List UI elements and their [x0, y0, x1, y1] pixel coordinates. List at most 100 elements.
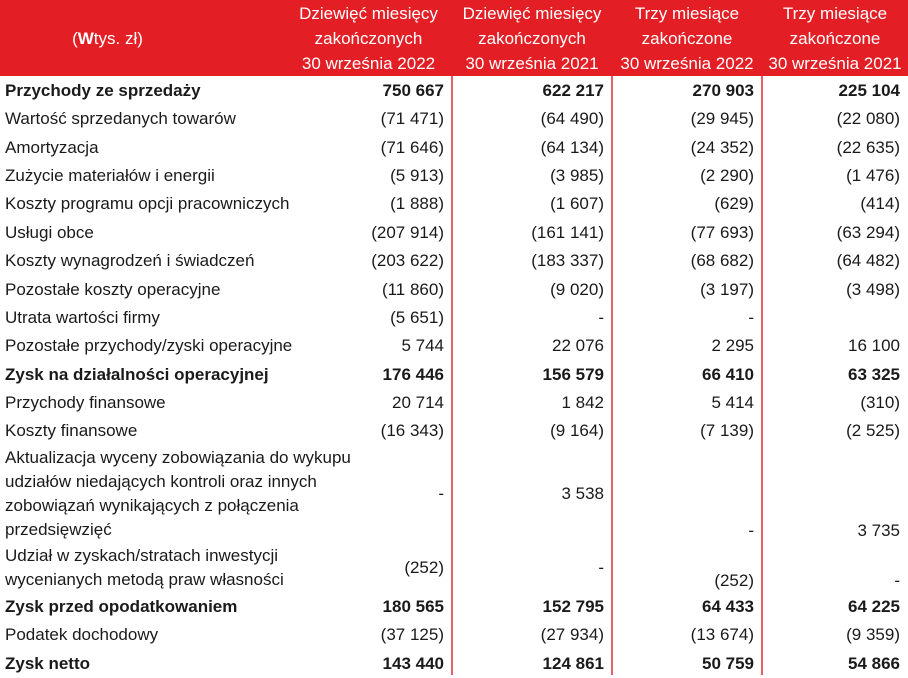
- value-cell: 152 795: [542, 596, 604, 616]
- value-cell: 176 446: [382, 364, 444, 384]
- row-label: Koszty wynagrodzeń i świadczeń: [5, 251, 255, 271]
- value-cell: 64 225: [848, 596, 900, 616]
- row-label: Udział w zyskach/stratach inwestycji wyc…: [5, 545, 284, 589]
- table-row: Przychody ze sprzedaży 750 667 622 217 270 …: [0, 76, 908, 105]
- value-cell: 54 866: [848, 653, 900, 673]
- value-cell: 64 433: [702, 596, 754, 616]
- column-header-9m-2021: Dziewięć miesięcy zakończonych 30 września…: [462, 3, 602, 73]
- column-divider: [451, 76, 453, 675]
- value-cell: (22 080): [836, 109, 900, 129]
- value-cell: (77 693): [690, 222, 754, 242]
- table-row: Koszty finansowe (16 343) (9 164) (7 139) (2…: [0, 417, 908, 445]
- value-cell: (5 913): [390, 165, 444, 185]
- column-header-9m-2022: Dziewięć miesięcy zakończonych 30 września…: [299, 3, 438, 73]
- row-label: Zysk przed opodatkowaniem: [5, 596, 238, 616]
- value-cell: (1 607): [550, 194, 604, 214]
- value-cell: (2 525): [846, 421, 900, 441]
- row-label: Zysk netto: [5, 653, 91, 673]
- value-cell: (63 294): [836, 222, 900, 242]
- value-cell: (1 476): [846, 165, 900, 185]
- value-cell: 3 735: [857, 520, 900, 540]
- value-cell: (7 139): [700, 421, 754, 441]
- value-cell: 66 410: [702, 364, 754, 384]
- row-label: Zysk na działalności operacyjnej: [5, 364, 269, 384]
- value-cell: (414): [860, 194, 900, 214]
- table-body: Przychody ze sprzedaży 750 667 622 217 270 …: [0, 76, 908, 678]
- row-label: Utrata wartości firmy: [5, 307, 160, 327]
- table-row: Zysk netto 143 440 124 861 50 759 54 866: [0, 649, 908, 677]
- table-row: Amortyzacja (71 646) (64 134) (24 352) (22 6…: [0, 133, 908, 161]
- value-cell: -: [748, 520, 754, 540]
- value-cell: 225 104: [838, 80, 900, 100]
- value-cell: (29 945): [690, 109, 754, 129]
- value-cell: -: [598, 557, 604, 577]
- value-cell: (71 646): [380, 137, 444, 157]
- value-cell: 3 538: [561, 484, 604, 504]
- column-divider: [761, 76, 763, 675]
- value-cell: 63 325: [848, 364, 900, 384]
- table-row: Usługi obce (207 914) (161 141) (77 693) (63…: [0, 219, 908, 247]
- value-cell: (161 141): [531, 222, 604, 242]
- value-cell: (13 674): [690, 625, 754, 645]
- table-row: Aktualizacja wyceny zobowiązania do wyku…: [0, 446, 908, 543]
- row-label: Zużycie materiałów i energii: [5, 165, 215, 185]
- value-cell: (16 343): [380, 421, 444, 441]
- table-row: Koszty wynagrodzeń i świadczeń (203 622) (…: [0, 247, 908, 275]
- value-cell: 50 759: [702, 653, 754, 673]
- value-cell: 750 667: [382, 80, 444, 100]
- column-divider: [611, 76, 613, 675]
- value-cell: (9 164): [550, 421, 604, 441]
- value-cell: (3 985): [550, 165, 604, 185]
- table-row: Udział w zyskach/stratach inwestycji wyc…: [0, 543, 908, 593]
- value-cell: 124 861: [542, 653, 604, 673]
- row-label: Aktualizacja wyceny zobowiązania do wyku…: [5, 448, 351, 540]
- value-cell: -: [748, 307, 754, 327]
- table-row: Pozostałe koszty operacyjne (11 860) (9 02…: [0, 275, 908, 303]
- value-cell: -: [598, 307, 604, 327]
- value-cell: (629): [714, 194, 754, 214]
- value-cell: 16 100: [848, 336, 900, 356]
- value-cell: (3 498): [846, 279, 900, 299]
- value-cell: (252): [404, 557, 444, 577]
- value-cell: -: [438, 484, 444, 504]
- value-cell: (64 490): [540, 109, 604, 129]
- row-label: Koszty programu opcji pracowniczych: [5, 194, 290, 214]
- value-cell: (310): [860, 393, 900, 413]
- table-row: Wartość sprzedanych towarów (71 471) (64 4…: [0, 105, 908, 133]
- value-cell: (252): [714, 570, 754, 590]
- value-cell: (27 934): [540, 625, 604, 645]
- value-cell: 156 579: [542, 364, 604, 384]
- row-label: Podatek dochodowy: [5, 625, 159, 645]
- value-cell: 20 714: [392, 393, 444, 413]
- table-header: (W tys. zł) Dziewięć miesięcy zakończonyc…: [0, 0, 908, 76]
- value-cell: (1 888): [390, 194, 444, 214]
- value-cell: (9 359): [846, 625, 900, 645]
- row-label: Amortyzacja: [5, 137, 99, 157]
- value-cell: (9 020): [550, 279, 604, 299]
- value-cell: (64 482): [836, 251, 900, 271]
- value-cell: (37 125): [380, 625, 444, 645]
- value-cell: (207 914): [371, 222, 444, 242]
- row-label: Pozostałe przychody/zyski operacyjne: [5, 336, 293, 356]
- value-cell: [762, 304, 908, 332]
- value-cell: (71 471): [380, 109, 444, 129]
- value-cell: (203 622): [371, 251, 444, 271]
- unit-label: (W tys. zł): [72, 28, 143, 48]
- table-row: Przychody finansowe 20 714 1 842 5 414 (310): [0, 389, 908, 417]
- value-cell: 180 565: [382, 596, 444, 616]
- value-cell: (64 134): [540, 137, 604, 157]
- table-row: Zysk przed opodatkowaniem 180 565 152 795 6…: [0, 593, 908, 621]
- row-label: Przychody finansowe: [5, 393, 166, 413]
- table-row: Utrata wartości firmy (5 651) - -: [0, 304, 908, 332]
- value-cell: 622 217: [542, 80, 604, 100]
- row-label: Wartość sprzedanych towarów: [5, 109, 236, 129]
- table-row: Zużycie materiałów i energii (5 913) (3 98…: [0, 162, 908, 190]
- table-row: Koszty programu opcji pracowniczych (1 88…: [0, 190, 908, 218]
- value-cell: 22 076: [552, 336, 604, 356]
- column-header-3m-2022: Trzy miesiące zakończone 30 września 2022: [620, 3, 754, 73]
- value-cell: 2 295: [711, 336, 754, 356]
- table-row: Podatek dochodowy (37 125) (27 934) (13 674…: [0, 621, 908, 649]
- value-cell: (183 337): [531, 251, 604, 271]
- value-cell: (3 197): [700, 279, 754, 299]
- value-cell: 1 842: [561, 393, 604, 413]
